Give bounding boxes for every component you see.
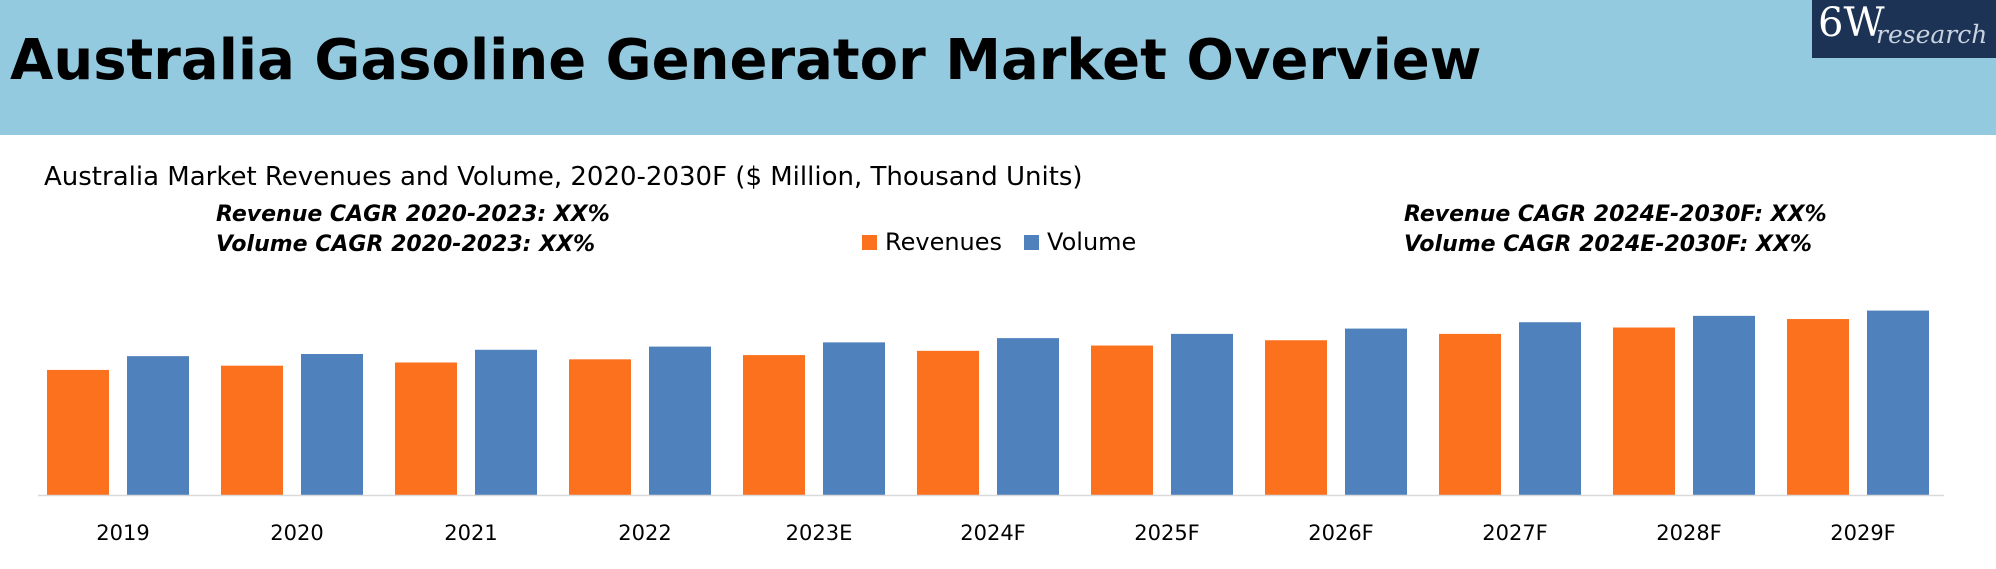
bar-revenues-2022 [569, 359, 631, 495]
x-tick-label-2027f: 2027F [1482, 521, 1548, 545]
x-tick-label-2029f: 2029F [1830, 521, 1896, 545]
bar-revenues-2029f [1787, 319, 1849, 495]
bar-volume-2024f [997, 338, 1059, 495]
x-tick-label-2021: 2021 [444, 521, 497, 545]
legend-item-revenues: Revenues [862, 228, 1002, 256]
logo-sub-text: research [1876, 20, 1988, 49]
bar-volume-2026f [1345, 328, 1407, 495]
bar-revenues-2021 [395, 362, 457, 495]
bar-revenues-2028f [1613, 327, 1675, 495]
x-tick-label-2019: 2019 [96, 521, 149, 545]
bar-volume-2025f [1171, 333, 1233, 495]
bar-volume-2029f [1867, 310, 1929, 495]
bar-volume-2027f [1519, 322, 1581, 495]
bar-volume-2028f [1693, 315, 1755, 495]
x-tick-label-2020: 2020 [270, 521, 323, 545]
legend-label-volume: Volume [1047, 228, 1137, 256]
chart-legend: Revenues Volume [862, 228, 1158, 256]
logo: 6W research [1812, 0, 1996, 58]
x-tick-label-2022: 2022 [618, 521, 671, 545]
bar-revenues-2027f [1439, 333, 1501, 495]
x-tick-label-2023e: 2023E [786, 521, 853, 545]
bar-volume-2020 [301, 354, 363, 495]
cagr-forecast-revenue: Revenue CAGR 2024E-2030F: XX% [1404, 202, 1827, 227]
bar-revenues-2024f [917, 350, 979, 495]
x-tick-label-2026f: 2026F [1308, 521, 1374, 545]
legend-label-revenues: Revenues [885, 228, 1003, 256]
legend-item-volume: Volume [1024, 228, 1136, 256]
cagr-forecast-volume: Volume CAGR 2024E-2030F: XX% [1404, 232, 1812, 257]
logo-main-text: 6W [1818, 0, 1885, 46]
cagr-historical: Revenue CAGR 2020-2023: XX% Volume CAGR … [216, 200, 610, 260]
bar-revenues-2025f [1091, 345, 1153, 495]
bar-volume-2019 [127, 356, 189, 495]
cagr-historical-volume: Volume CAGR 2020-2023: XX% [216, 232, 596, 257]
page-title: Australia Gasoline Generator Market Over… [10, 28, 1482, 93]
legend-swatch-volume [1024, 234, 1040, 250]
chart-title: Australia Market Revenues and Volume, 20… [44, 162, 1083, 192]
bar-revenues-2019 [47, 369, 109, 495]
bar-revenues-2023e [743, 355, 805, 495]
header-banner: Australia Gasoline Generator Market Over… [0, 0, 1996, 135]
bar-volume-2022 [649, 346, 711, 495]
x-tick-label-2024f: 2024F [960, 521, 1026, 545]
x-tick-label-2028f: 2028F [1656, 521, 1722, 545]
bar-revenues-2020 [221, 365, 283, 495]
bar-volume-2023e [823, 342, 885, 495]
x-tick-label-2025f: 2025F [1134, 521, 1200, 545]
cagr-forecast: Revenue CAGR 2024E-2030F: XX% Volume CAG… [1404, 200, 1827, 260]
bar-revenues-2026f [1265, 340, 1327, 495]
legend-swatch-revenues [862, 234, 877, 250]
cagr-historical-revenue: Revenue CAGR 2020-2023: XX% [216, 202, 610, 227]
bar-volume-2021 [475, 349, 537, 495]
